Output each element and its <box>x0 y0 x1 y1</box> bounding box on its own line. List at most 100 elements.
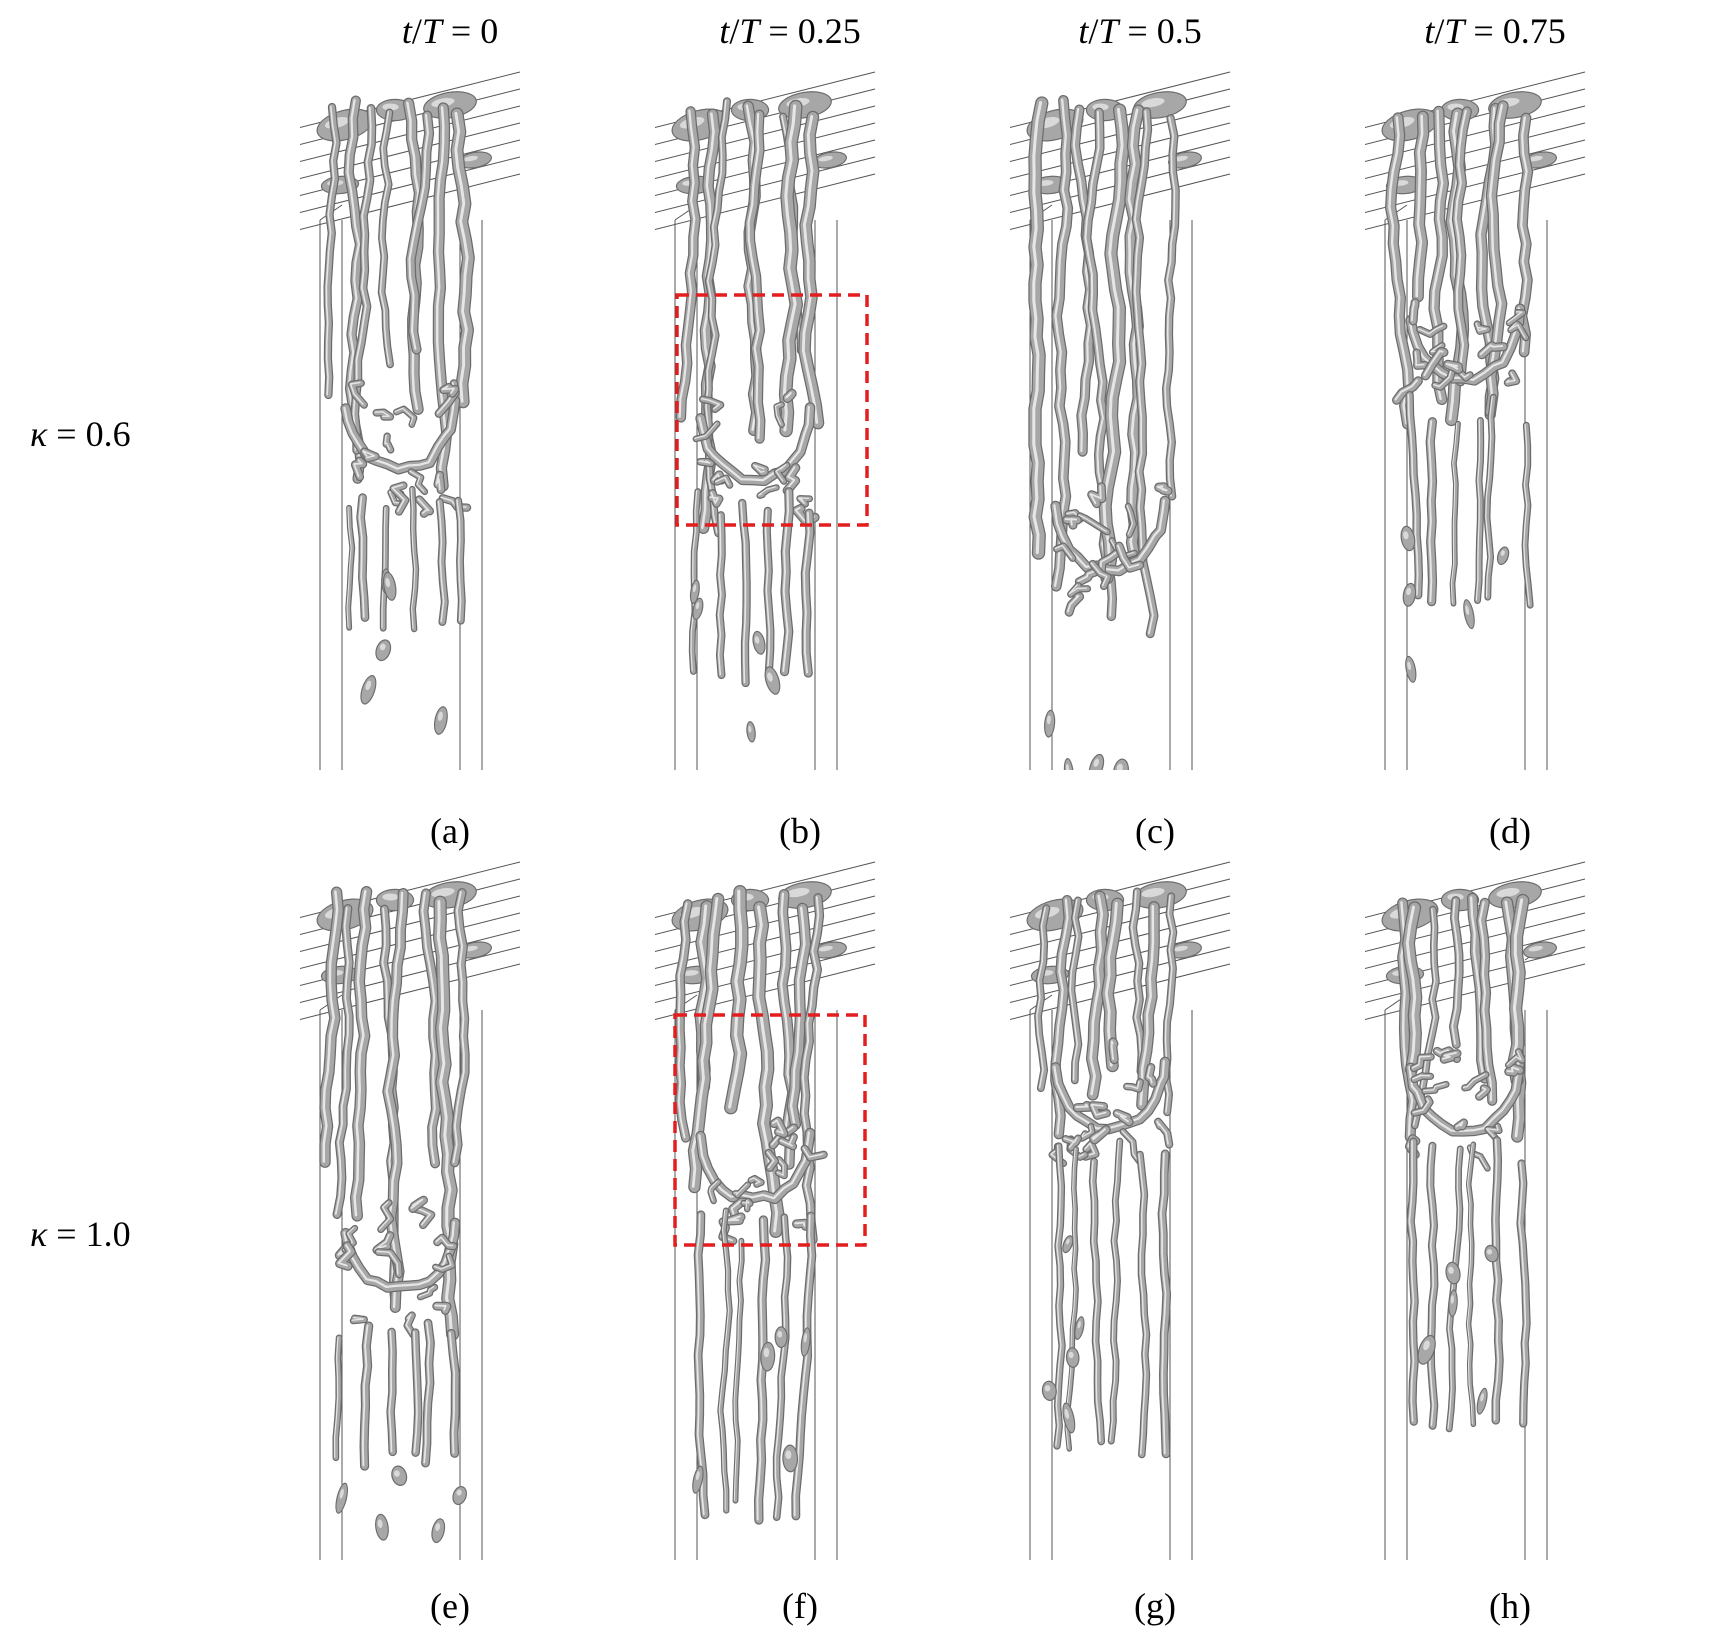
vortex-fragment-5 <box>382 432 395 454</box>
vortex-droplet-4 <box>800 1327 811 1357</box>
vortex-fragment-0 <box>1410 1095 1434 1117</box>
vortex-fragment-0 <box>403 1311 418 1339</box>
vortex-fragment-2 <box>407 468 429 496</box>
vortex-cap-3 <box>458 151 492 169</box>
vortex-fragment-12 <box>725 1212 746 1226</box>
vortex-fragment-8 <box>1123 1078 1144 1093</box>
vortex-fragment-1 <box>1052 542 1077 562</box>
vortex-droplet-0 <box>692 597 704 621</box>
vortex-streak-3 <box>410 1328 423 1457</box>
vortex-streak-2 <box>1445 1145 1464 1433</box>
vortex-leg-2 <box>1067 896 1083 1085</box>
vortex-figure-e <box>300 861 521 1560</box>
vortex-streak-5 <box>800 508 815 678</box>
vortex-streak-0 <box>332 1334 343 1462</box>
vortex-fragment-11 <box>800 1144 828 1162</box>
vortex-droplet-2 <box>382 571 397 601</box>
panel-label-c: (c) <box>1135 811 1175 851</box>
vortex-leg-0 <box>323 102 341 400</box>
vortex-streak-1 <box>356 493 370 622</box>
vortex-streak-0 <box>1053 1142 1066 1450</box>
vortex-streak-1 <box>1064 1146 1079 1452</box>
vortex-streak-2 <box>379 504 390 632</box>
vortex-droplet-1 <box>689 579 700 604</box>
vortex-fragment-10 <box>408 1195 428 1213</box>
vortex-fragment-12 <box>1064 592 1085 617</box>
vortex-droplet-3 <box>1445 1261 1461 1285</box>
vortex-droplet-0 <box>760 1341 776 1372</box>
panel-label-g: (g) <box>1134 1586 1176 1626</box>
vortex-fragment-12 <box>1484 1122 1503 1141</box>
vortex-leg-7 <box>1162 114 1180 501</box>
vortex-leg-7 <box>450 888 470 1168</box>
vortex-fragment-2 <box>372 1231 395 1255</box>
vortex-fragment-5 <box>1503 369 1521 387</box>
vortex-fragment-13 <box>1114 541 1145 573</box>
vortex-ring <box>1050 1056 1171 1135</box>
vortex-fragment-12 <box>432 1252 456 1273</box>
vortex-fragment-10 <box>1504 1048 1526 1069</box>
vortex-streak-3 <box>1465 1141 1477 1428</box>
vortex-droplet-3 <box>1400 525 1416 552</box>
vortex-leg-4 <box>1451 106 1472 387</box>
vortex-fragment-2 <box>1081 1140 1100 1161</box>
vortex-fragment-11 <box>438 494 472 512</box>
panel-label-b: (b) <box>779 811 821 851</box>
vortex-ring <box>695 1127 816 1205</box>
vortex-streak-1 <box>1426 1141 1439 1430</box>
vortex-droplet-1 <box>1402 582 1417 607</box>
vortex-fragment-11 <box>416 1283 439 1301</box>
column-header-1: t/T = 0.25 <box>719 11 861 51</box>
vortex-fragment-11 <box>1088 1101 1111 1120</box>
vortex-fragment-3 <box>692 420 721 443</box>
vortex-fragment-0 <box>350 456 368 482</box>
vortex-streak-4 <box>772 1213 792 1521</box>
vortex-leg-5 <box>776 889 799 1170</box>
vortex-fragment-1 <box>360 447 380 463</box>
vortex-fragment-8 <box>389 481 410 516</box>
vortex-fragment-9 <box>1507 320 1530 342</box>
vortex-figure-f <box>655 861 876 1560</box>
vortex-streak-1 <box>717 1207 733 1514</box>
vortex-leg-1 <box>1411 110 1430 303</box>
vortex-fragment-13 <box>1461 1071 1490 1092</box>
vortex-fragment-12 <box>713 474 734 489</box>
vortex-leg-4 <box>752 900 785 1239</box>
vortex-fragment-7 <box>1504 1063 1525 1077</box>
vortex-fragment-8 <box>792 1218 810 1231</box>
vortex-leg-3 <box>1448 896 1464 1049</box>
vortex-fragment-8 <box>1420 347 1449 381</box>
vortex-leg-6 <box>1131 107 1159 639</box>
panel-c <box>1010 70 1310 770</box>
vortex-fragment-13 <box>1443 359 1464 375</box>
vortex-fragment-12 <box>1089 1125 1111 1145</box>
vortex-cap-0 <box>1381 108 1439 142</box>
vortex-leg-3 <box>1085 890 1109 1101</box>
vortex-fragment-7 <box>433 1233 458 1251</box>
vortex-leg-0 <box>1034 904 1051 1093</box>
vortex-fragment-11 <box>1088 559 1112 591</box>
vortex-fragment-6 <box>773 461 791 485</box>
vortex-droplet-0 <box>1063 758 1074 770</box>
vortex-fragment-1 <box>1108 1037 1119 1065</box>
vortex-fragment-5 <box>1421 1080 1450 1095</box>
vortex-figure-b <box>655 71 876 770</box>
vortex-fragment-7 <box>1154 482 1173 496</box>
vortex-figure-a <box>300 71 521 770</box>
vortex-droplet-2 <box>1484 1244 1499 1263</box>
vortex-droplet-3 <box>452 1485 467 1505</box>
vortex-streak-0 <box>1406 1137 1419 1426</box>
vortex-leg-0 <box>1028 96 1049 560</box>
vortex-droplet-2 <box>431 1518 446 1544</box>
vortex-droplet-1 <box>1088 753 1105 770</box>
vortex-streak-2 <box>1449 420 1461 607</box>
panel-g <box>1010 860 1310 1560</box>
vortex-fragment-11 <box>1409 1053 1435 1073</box>
vortex-fragment-4 <box>1453 1118 1469 1132</box>
vortex-ring <box>340 395 461 475</box>
vortex-streak-5 <box>1516 1159 1531 1428</box>
vortex-fragment-1 <box>696 457 715 468</box>
vortex-streak-0 <box>693 1210 710 1520</box>
vortex-cap-3 <box>813 151 847 169</box>
vortex-fragment-1 <box>747 1174 765 1188</box>
